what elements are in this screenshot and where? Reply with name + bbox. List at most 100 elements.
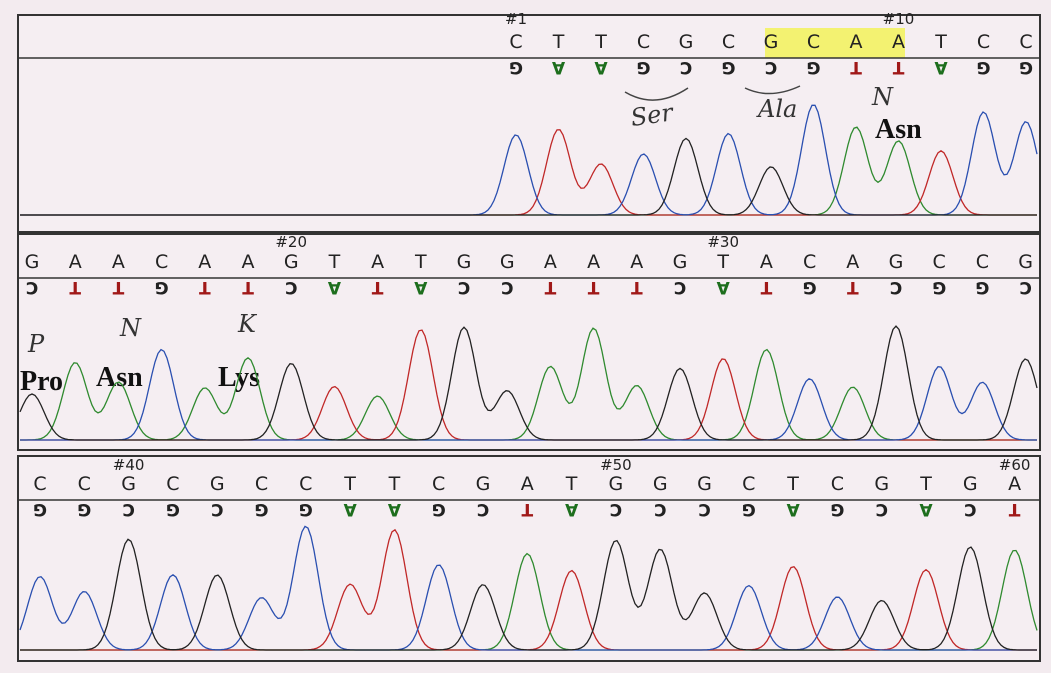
complement-base: A (387, 499, 401, 519)
highlight (765, 28, 905, 58)
position-marker: #20 (275, 233, 307, 251)
base-call: T (786, 473, 799, 495)
complement-base: C (1019, 277, 1031, 297)
base-call: G (673, 251, 688, 273)
complement-base: T (850, 57, 862, 77)
base-call: C (166, 473, 179, 495)
base-call: T (934, 31, 947, 53)
position-marker: #30 (707, 233, 739, 251)
complement-base: T (371, 277, 383, 297)
complement-base: T (847, 277, 859, 297)
codon-arc (624, 87, 689, 101)
base-call: G (889, 251, 904, 273)
complement-base: C (890, 277, 902, 297)
complement-base: C (875, 499, 887, 519)
complement-base: A (564, 499, 578, 519)
base-call: C (742, 473, 755, 495)
base-call: C (299, 473, 312, 495)
complement-base: G (803, 277, 817, 297)
base-call: A (69, 251, 82, 273)
base-call: T (388, 473, 401, 495)
complement-base: A (343, 499, 357, 519)
base-call: T (716, 251, 729, 273)
complement-base: G (1019, 57, 1033, 77)
base-call: C (977, 31, 990, 53)
complement-base: G (932, 277, 946, 297)
base-call: T (343, 473, 356, 495)
complement-base: T (631, 277, 643, 297)
base-call: C (432, 473, 445, 495)
complement-base: G (807, 57, 821, 77)
base-call: C (807, 31, 820, 53)
complement-base: G (637, 57, 651, 77)
base-call: A (892, 31, 905, 53)
base-call: A (630, 251, 643, 273)
complement-base: G (299, 499, 313, 519)
handwritten-note: P (27, 330, 45, 358)
position-marker: #40 (113, 456, 145, 474)
complement-base: A (934, 57, 948, 77)
base-call: C (722, 31, 735, 53)
base-call: C (155, 251, 168, 273)
complement-base: A (919, 499, 933, 519)
amino-acid-label: Asn (96, 362, 143, 393)
base-call: G (457, 251, 472, 273)
handwritten-note: K (237, 310, 258, 338)
complement-base: G (33, 499, 47, 519)
complement-base: C (458, 277, 470, 297)
complement-base: G (975, 277, 989, 297)
base-call: A (1008, 473, 1021, 495)
base-call: C (509, 31, 522, 53)
position-marker: #60 (999, 456, 1031, 474)
amino-acid-label: Pro (20, 366, 63, 397)
trace (20, 137, 1037, 216)
base-call: A (846, 251, 859, 273)
base-call: A (112, 251, 125, 273)
base-call: C (976, 251, 989, 273)
handwritten-note: N (119, 314, 142, 342)
complement-base: A (716, 277, 730, 297)
base-call: G (679, 31, 694, 53)
base-call: G (963, 473, 978, 495)
complement-base: G (166, 499, 180, 519)
base-call: T (328, 251, 341, 273)
base-call: A (850, 31, 863, 53)
complement-base: A (327, 277, 341, 297)
base-call: G (121, 473, 136, 495)
base-call: A (198, 251, 211, 273)
trace (20, 538, 1037, 651)
base-call: G (284, 251, 299, 273)
base-call: C (637, 31, 650, 53)
base-call: A (760, 251, 773, 273)
base-call: G (609, 473, 624, 495)
complement-base: C (610, 499, 622, 519)
complement-base: C (674, 277, 686, 297)
base-call: A (587, 251, 600, 273)
trace (20, 327, 1037, 441)
base-call: C (78, 473, 91, 495)
base-call: C (933, 251, 946, 273)
base-call: A (242, 251, 255, 273)
base-call: G (500, 251, 515, 273)
base-call: T (552, 31, 565, 53)
panel-frame (17, 455, 1041, 662)
complement-base: C (211, 499, 223, 519)
panel-frame (17, 233, 1041, 451)
base-call: C (33, 473, 46, 495)
complement-base: A (594, 57, 608, 77)
base-call: T (414, 251, 427, 273)
base-call: G (764, 31, 779, 53)
complement-base: G (255, 499, 269, 519)
base-call: G (697, 473, 712, 495)
complement-base: C (26, 277, 38, 297)
base-call: A (371, 251, 384, 273)
base-call: A (544, 251, 557, 273)
amino-acid-label: Asn (875, 114, 922, 145)
complement-base: A (786, 499, 800, 519)
complement-base: C (122, 499, 134, 519)
base-call: T (594, 31, 607, 53)
complement-base: C (765, 57, 777, 77)
complement-base: T (242, 277, 254, 297)
complement-base: T (1008, 499, 1020, 519)
